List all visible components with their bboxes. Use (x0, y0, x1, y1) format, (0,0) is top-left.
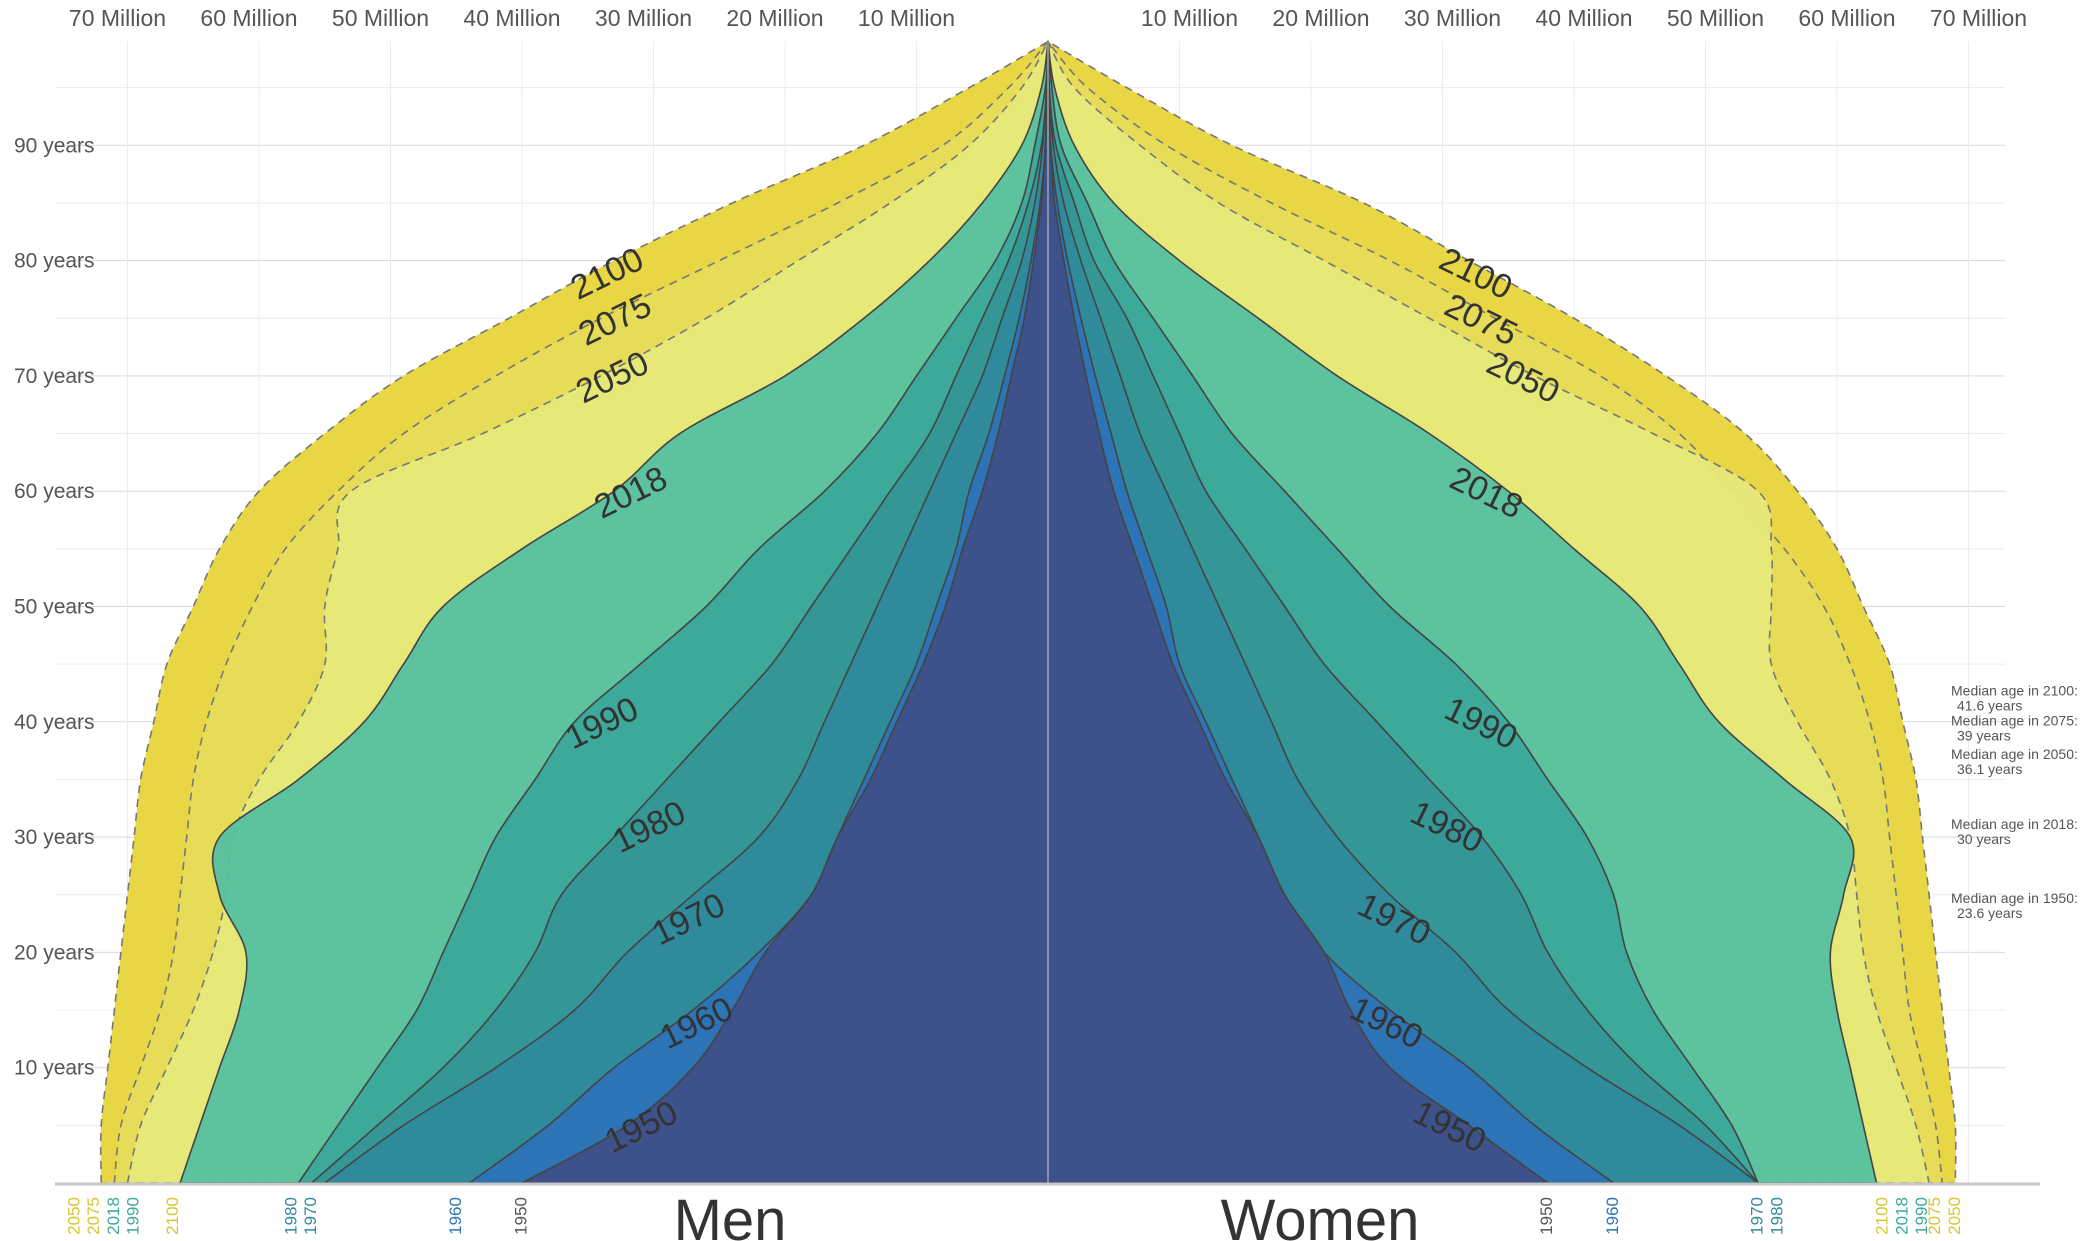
y-axis-ticks: 10 years 20 years 30 years 40 years 50 years… (14, 134, 95, 1079)
x-tick-label: 70 Million (1930, 5, 2027, 31)
median-age-value: 36.1 years (1957, 761, 2022, 777)
foot-year-label: 1950 (511, 1197, 530, 1235)
x-tick-label: 20 Million (726, 5, 823, 31)
x-tick-label: 50 Million (1667, 5, 1764, 31)
x-tick-label: 40 Million (1535, 5, 1632, 31)
men-label: Men (674, 1188, 787, 1241)
center-axis (55, 41, 2040, 1186)
x-axis-ticks: 70 Million 60 Million 50 Million 40 Million… (69, 5, 2027, 31)
x-tick-label: 30 Million (1404, 5, 1501, 31)
y-tick-label: 30 years (14, 826, 95, 849)
foot-year-label: 1950 (1537, 1197, 1556, 1235)
foot-year-label: 1970 (301, 1197, 320, 1235)
women-label: Women (1221, 1188, 1420, 1241)
median-age-value: 30 years (1957, 831, 2011, 847)
x-tick-label: 30 Million (595, 5, 692, 31)
foot-year-label: 1990 (1912, 1197, 1931, 1235)
foot-year-labels: 2050 2075 2018 1990 2100 1980 1970 1960 1950 1950… (64, 1197, 1963, 1235)
median-age-value: 41.6 years (1957, 697, 2022, 713)
x-tick-label: 50 Million (332, 5, 429, 31)
median-age-label: Median age in 2018: (1951, 816, 2078, 832)
y-tick-label: 90 years (14, 134, 95, 157)
median-age-label: Median age in 2050: (1951, 746, 2078, 762)
x-tick-label: 40 Million (463, 5, 560, 31)
foot-year-label: 2100 (163, 1197, 182, 1235)
x-tick-label: 70 Million (69, 5, 166, 31)
y-tick-label: 50 years (14, 596, 95, 619)
x-tick-label: 60 Million (200, 5, 297, 31)
foot-year-label: 2100 (1872, 1197, 1891, 1235)
foot-year-label: 1990 (124, 1197, 143, 1235)
foot-year-label: 2018 (1892, 1197, 1911, 1235)
foot-year-label: 1960 (1603, 1197, 1622, 1235)
foot-year-label: 2075 (1925, 1197, 1944, 1235)
x-tick-label: 10 Million (858, 5, 955, 31)
median-age-value: 39 years (1957, 727, 2011, 743)
population-areas (99, 39, 1957, 1184)
y-tick-label: 10 years (14, 1057, 95, 1080)
y-tick-label: 40 years (14, 711, 95, 734)
median-age-label: Median age in 2075: (1951, 712, 2078, 728)
foot-year-label: 1980 (1767, 1197, 1786, 1235)
median-age-label: Median age in 1950: (1951, 890, 2078, 906)
foot-year-label: 1960 (446, 1197, 465, 1235)
y-tick-label: 70 years (14, 365, 95, 388)
y-tick-label: 80 years (14, 250, 95, 273)
foot-year-label: 2050 (64, 1197, 83, 1235)
y-tick-label: 20 years (14, 941, 95, 964)
foot-year-label: 2050 (1945, 1197, 1964, 1235)
area-1950 (521, 41, 1551, 1184)
x-tick-label: 20 Million (1272, 5, 1369, 31)
foot-year-label: 1970 (1748, 1197, 1767, 1235)
median-age-label: Median age in 2100: (1951, 682, 2078, 698)
foot-year-label: 2018 (104, 1197, 123, 1235)
foot-year-label: 1980 (281, 1197, 300, 1235)
median-age-value: 23.6 years (1957, 905, 2022, 921)
foot-year-label: 2075 (84, 1197, 103, 1235)
x-tick-label: 10 Million (1141, 5, 1238, 31)
y-tick-label: 60 years (14, 480, 95, 503)
x-tick-label: 60 Million (1798, 5, 1895, 31)
